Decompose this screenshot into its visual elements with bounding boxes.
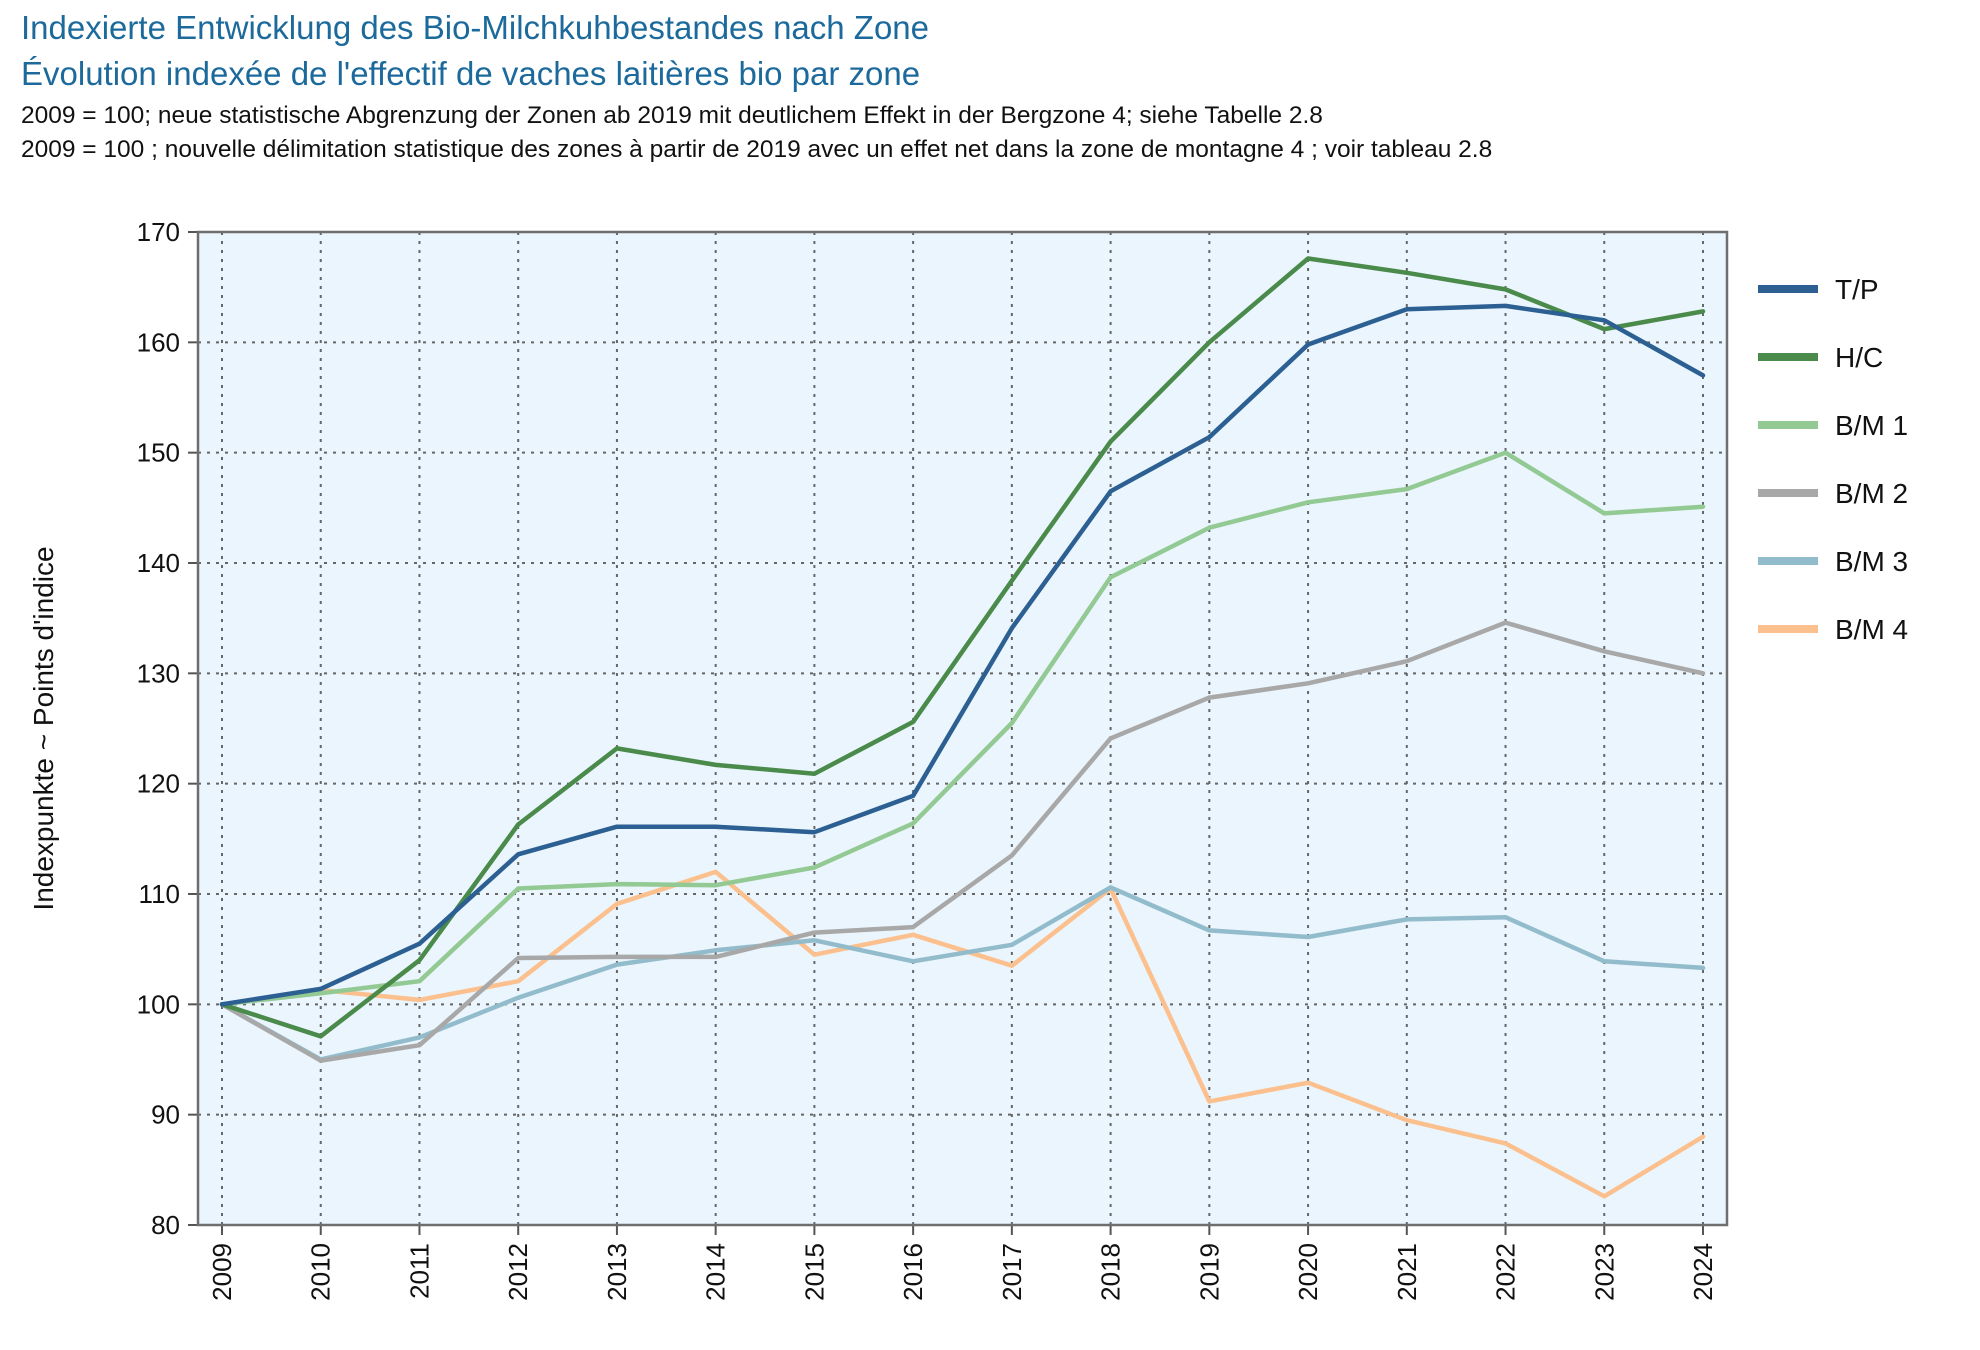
chart-title-fr: Évolution indexée de l'effectif de vache… (21, 55, 921, 92)
y-tick-label: 150 (137, 438, 180, 468)
legend-label: B/M 4 (1835, 614, 1908, 645)
chart-subtitle-fr: 2009 = 100 ; nouvelle délimitation stati… (21, 136, 1493, 163)
series-line-h-c (219, 256, 1706, 1039)
series-lines (219, 256, 1706, 1199)
x-tick-label: 2022 (1491, 1243, 1521, 1301)
series-line-b-m-3 (219, 885, 1706, 1062)
x-tick-label: 2009 (207, 1243, 237, 1301)
y-axis-label: Indexpunkte ~ Points d'indice (28, 546, 59, 910)
y-tick-label: 170 (137, 217, 180, 247)
x-tick-label: 2023 (1589, 1243, 1619, 1301)
legend-label: B/M 3 (1835, 546, 1908, 577)
x-tick-label: 2021 (1392, 1243, 1422, 1301)
series-line-b-m-1 (219, 450, 1706, 1007)
plot-area (198, 232, 1727, 1225)
y-tick-label: 110 (139, 879, 180, 909)
x-tick-label: 2019 (1194, 1243, 1224, 1301)
y-tick-label: 140 (137, 548, 180, 578)
chart-title-de: Indexierte Entwicklung des Bio-Milchkuhb… (21, 9, 930, 46)
x-tick-label: 2010 (306, 1243, 336, 1301)
chart-subtitle-de: 2009 = 100; neue statistische Abgrenzung… (21, 102, 1323, 129)
grid-lines (198, 232, 1727, 1225)
x-tick-label: 2017 (997, 1243, 1027, 1301)
x-tick-label: 2016 (898, 1243, 928, 1301)
y-tick-label: 90 (151, 1100, 180, 1130)
legend-label: B/M 1 (1835, 410, 1908, 441)
legend-label: T/P (1835, 274, 1879, 305)
x-tick-label: 2014 (701, 1243, 731, 1301)
y-tick-label: 80 (151, 1210, 180, 1240)
x-tick-label: 2024 (1688, 1243, 1718, 1301)
x-tick-label: 2018 (1096, 1243, 1126, 1301)
legend: T/P H/C B/M 1 B/M 2 B/M 3 B/M 4 (1758, 274, 1908, 645)
x-tick-label: 2020 (1293, 1243, 1323, 1301)
series-line-b-m-2 (219, 620, 1706, 1063)
plot-frame (196, 230, 1729, 1227)
series-line-b-m-4 (219, 869, 1706, 1199)
y-tick-label: 160 (137, 327, 180, 357)
x-tick-label: 2013 (602, 1243, 632, 1301)
y-tick-label: 130 (137, 658, 180, 688)
legend-label: B/M 2 (1835, 478, 1908, 509)
x-tick-label: 2011 (404, 1243, 434, 1299)
legend-label: H/C (1835, 342, 1883, 373)
y-tick-label: 100 (137, 989, 180, 1019)
series-line-t-p (219, 303, 1706, 1007)
y-axis: 80 90 100 110 120 130 140 150 160 170 (137, 217, 198, 1240)
x-tick-label: 2012 (503, 1243, 533, 1301)
y-tick-label: 120 (137, 769, 180, 799)
x-axis: 2009 2010 2011 2012 2013 2014 2015 2016 2017 2018… (207, 1225, 1718, 1301)
x-tick-label: 2015 (799, 1243, 829, 1301)
